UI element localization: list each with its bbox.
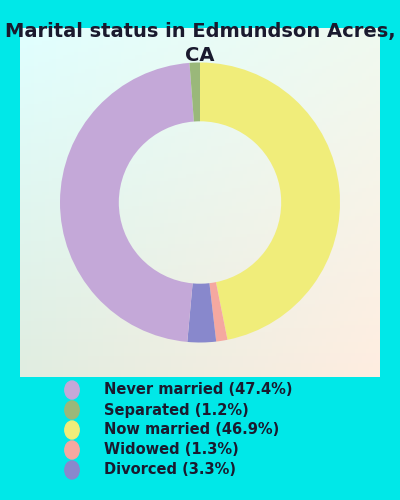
Wedge shape [210,282,228,342]
Wedge shape [200,62,340,340]
Text: Divorced (3.3%): Divorced (3.3%) [104,462,236,477]
Wedge shape [60,63,194,342]
Text: Separated (1.2%): Separated (1.2%) [104,402,249,417]
Text: Now married (46.9%): Now married (46.9%) [104,422,279,438]
Wedge shape [190,62,200,122]
Wedge shape [187,283,216,343]
Text: Marital status in Edmundson Acres,
CA: Marital status in Edmundson Acres, CA [5,22,395,65]
Text: Never married (47.4%): Never married (47.4%) [104,382,292,398]
Text: Widowed (1.3%): Widowed (1.3%) [104,442,239,458]
